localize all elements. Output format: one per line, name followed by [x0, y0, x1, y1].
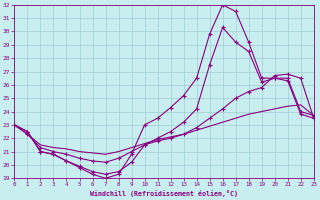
X-axis label: Windchill (Refroidissement éolien,°C): Windchill (Refroidissement éolien,°C) — [90, 190, 238, 197]
